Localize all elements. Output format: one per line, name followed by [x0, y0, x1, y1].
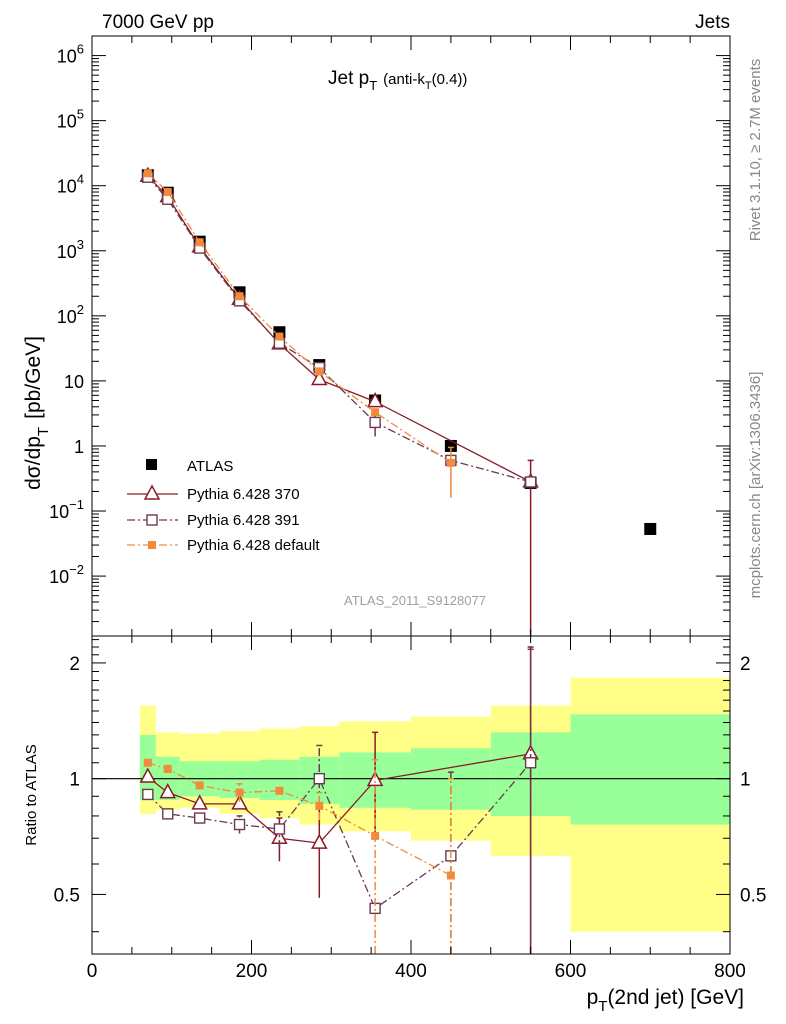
side-mcplots-text: mcplots.cern.ch [arXiv:1306.3436] [747, 372, 764, 599]
series-point [311, 369, 328, 386]
main-y-tick-label: 106 [57, 42, 84, 67]
header-left: 7000 GeV pp [102, 12, 214, 33]
series-point [315, 367, 324, 376]
legend-label-default: Pythia 6.428 default [187, 537, 320, 554]
series-point [366, 392, 384, 408]
ratio-point [195, 781, 204, 790]
legend-marker-370 [143, 484, 161, 500]
series-point [143, 169, 152, 178]
ratio-point [315, 801, 324, 810]
series-point [369, 416, 381, 429]
ratio-point [446, 871, 455, 880]
main-y-tick-label: 1 [74, 437, 84, 457]
legend-marker-391 [146, 514, 158, 526]
ratio-point [191, 794, 208, 810]
series-line [147, 175, 531, 483]
x-tick-label: 600 [555, 961, 587, 982]
series-point [163, 188, 172, 197]
ratio-y-tick-label-left: 2 [69, 654, 80, 675]
main-y-tick-label: 104 [57, 172, 84, 197]
ratio-point [139, 767, 157, 783]
ratio-series [143, 758, 455, 954]
series-line [147, 172, 452, 464]
ratio-point [163, 764, 172, 773]
ratio-point [235, 788, 244, 797]
plot-title: Jet pT (anti-kT(0.4)) [328, 68, 467, 93]
ratio-point [311, 833, 328, 849]
header-right: Jets [695, 12, 730, 33]
legend: ATLAS Pythia 6.428 370 Pythia 6.428 391 … [127, 458, 320, 554]
series-point [524, 476, 537, 488]
ratio-point [142, 788, 154, 801]
ratio-y-tick-label-right: 1 [740, 770, 751, 791]
analysis-watermark: ATLAS_2011_S9128077 [344, 593, 486, 608]
main-series [141, 169, 657, 535]
ratio-y-tick-label-left: 0.5 [54, 885, 80, 906]
side-rivet-text: Rivet 3.1.10, ≥ 2.7M events [747, 59, 764, 242]
ratio-point [366, 770, 384, 787]
legend-label-370: Pythia 6.428 370 [187, 486, 300, 503]
ratio-y-tick-label-right: 0.5 [740, 885, 766, 906]
uncertainty-band-1sigma [570, 714, 730, 825]
x-tick-label: 800 [714, 961, 746, 982]
series-point [195, 238, 204, 247]
ratio-point [371, 831, 380, 840]
ratio-point [143, 758, 152, 767]
main-y-axis-label: dσ/dpT[pb/GeV] [22, 336, 52, 490]
ratio-point [524, 757, 537, 769]
legend-marker-default [148, 541, 156, 549]
ratio-y-tick-label-left: 1 [69, 770, 80, 791]
ratio-y-axis-label: Ratio to ATLAS [23, 744, 40, 845]
ratio-point [231, 794, 248, 810]
main-series [142, 171, 537, 488]
legend-marker-atlas [146, 459, 157, 470]
legend-label-391: Pythia 6.428 391 [187, 512, 300, 529]
ratio-point [275, 786, 284, 795]
ratio-plot-panel: 2 21 10.5 0.5 0 200 400 600 800 Ratio to ATLAS … [23, 635, 766, 1015]
main-y-tick-label: 103 [57, 237, 84, 262]
main-y-tick-label: 10−2 [49, 562, 84, 587]
ratio-point [233, 818, 246, 831]
series-line [147, 176, 531, 483]
main-y-tick-label: 10−1 [49, 497, 84, 522]
ratio-point [313, 772, 325, 785]
legend-label-atlas: ATLAS [187, 458, 233, 475]
ratio-point [162, 808, 174, 820]
x-tick-label: 0 [87, 961, 98, 982]
ratio-series-line [147, 762, 452, 877]
series-point [371, 408, 380, 417]
x-axis-label: pT(2nd jet) [GeV] [587, 986, 744, 1015]
main-y-tick-label: 102 [57, 302, 84, 327]
atlas-data-point [644, 522, 657, 535]
main-y-tick-label: 105 [57, 107, 84, 132]
series-point [446, 458, 455, 467]
ratio-point [159, 783, 177, 799]
ratio-point [193, 812, 206, 824]
x-tick-label: 200 [236, 961, 268, 982]
main-y-tick-label: 10 [64, 372, 84, 392]
main-series [143, 169, 455, 498]
ratio-point [273, 823, 286, 835]
ratio-y-tick-label-right: 2 [740, 654, 751, 675]
series-point [275, 332, 284, 341]
x-tick-label: 400 [395, 961, 427, 982]
series-point [235, 292, 244, 301]
